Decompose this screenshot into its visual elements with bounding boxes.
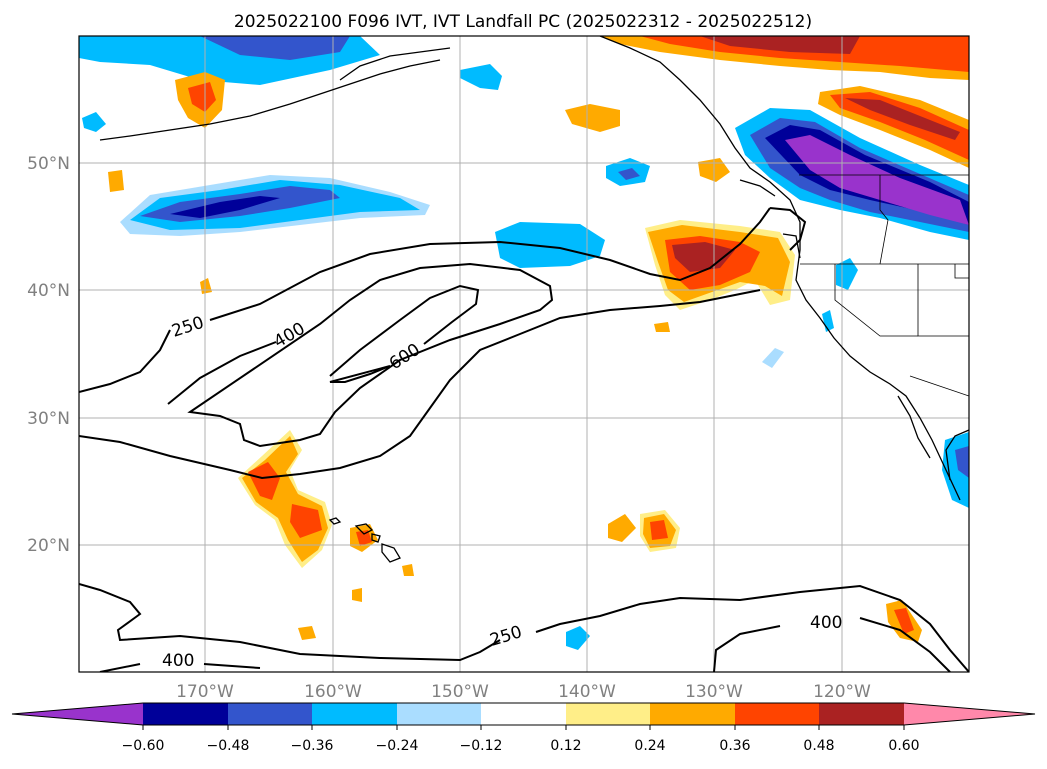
colorbar-tick-3: −0.36: [291, 738, 334, 754]
colorbar-swatch-6: [566, 703, 650, 725]
lon-label-140w: 140°W: [558, 682, 616, 702]
contour-label-400-sw: 400: [162, 651, 194, 671]
lon-label-160w: 160°W: [304, 682, 362, 702]
map-area: 250 400 600 250 400 400: [79, 36, 969, 672]
colorbar-tick-6: 0.12: [550, 738, 581, 754]
hawaii-islands: [328, 517, 401, 563]
colorbar-tick-2: −0.48: [207, 738, 250, 754]
lat-label-20: 20°N: [27, 536, 70, 556]
lat-labels: 50°N 40°N 30°N 20°N: [27, 154, 70, 556]
coastlines: [99, 36, 969, 501]
political-borders: [799, 174, 969, 397]
colorbar-tick-4: −0.24: [376, 738, 419, 754]
lat-label-30: 30°N: [27, 409, 70, 429]
lat-label-50: 50°N: [27, 154, 70, 174]
contour-label-400-se: 400: [810, 613, 842, 633]
lat-label-40: 40°N: [27, 281, 70, 301]
colorbar-swatch-4: [397, 703, 481, 725]
colorbar-tick-8: 0.36: [719, 738, 750, 754]
colorbar-swatch-9: [819, 703, 904, 725]
colorbar-tick-7: 0.24: [634, 738, 665, 754]
colorbar-swatch-5: [481, 703, 566, 725]
lon-label-150w: 150°W: [431, 682, 489, 702]
colorbar-under-arrow: [12, 703, 143, 725]
colorbar-swatch-3: [312, 703, 397, 725]
colorbar-tick-9: 0.48: [803, 738, 834, 754]
colorbar-tick-10: 0.60: [888, 738, 919, 754]
lon-label-120w: 120°W: [813, 682, 871, 702]
lon-label-130w: 130°W: [685, 682, 743, 702]
map-frame: [78, 35, 970, 673]
colorbar-tick-5: −0.12: [460, 738, 503, 754]
colorbar-swatch-2: [228, 703, 312, 725]
colorbar-swatch-8: [735, 703, 819, 725]
colorbar-tick-1: −0.60: [122, 738, 165, 754]
colorbar-over-arrow: [904, 703, 1035, 725]
colorbar-swatch-1: [143, 703, 228, 725]
graticule: [79, 36, 969, 672]
map-title: 2025022100 F096 IVT, IVT Landfall PC (20…: [234, 12, 812, 32]
ivt-contours: [79, 207, 969, 672]
lon-label-170w: 170°W: [176, 682, 234, 702]
colorbar: −0.60 −0.48 −0.36 −0.24 −0.12 0.12 0.24 …: [11, 702, 1036, 754]
lon-labels: 170°W 160°W 150°W 140°W 130°W 120°W: [176, 682, 871, 702]
colorbar-swatch-7: [650, 703, 735, 725]
